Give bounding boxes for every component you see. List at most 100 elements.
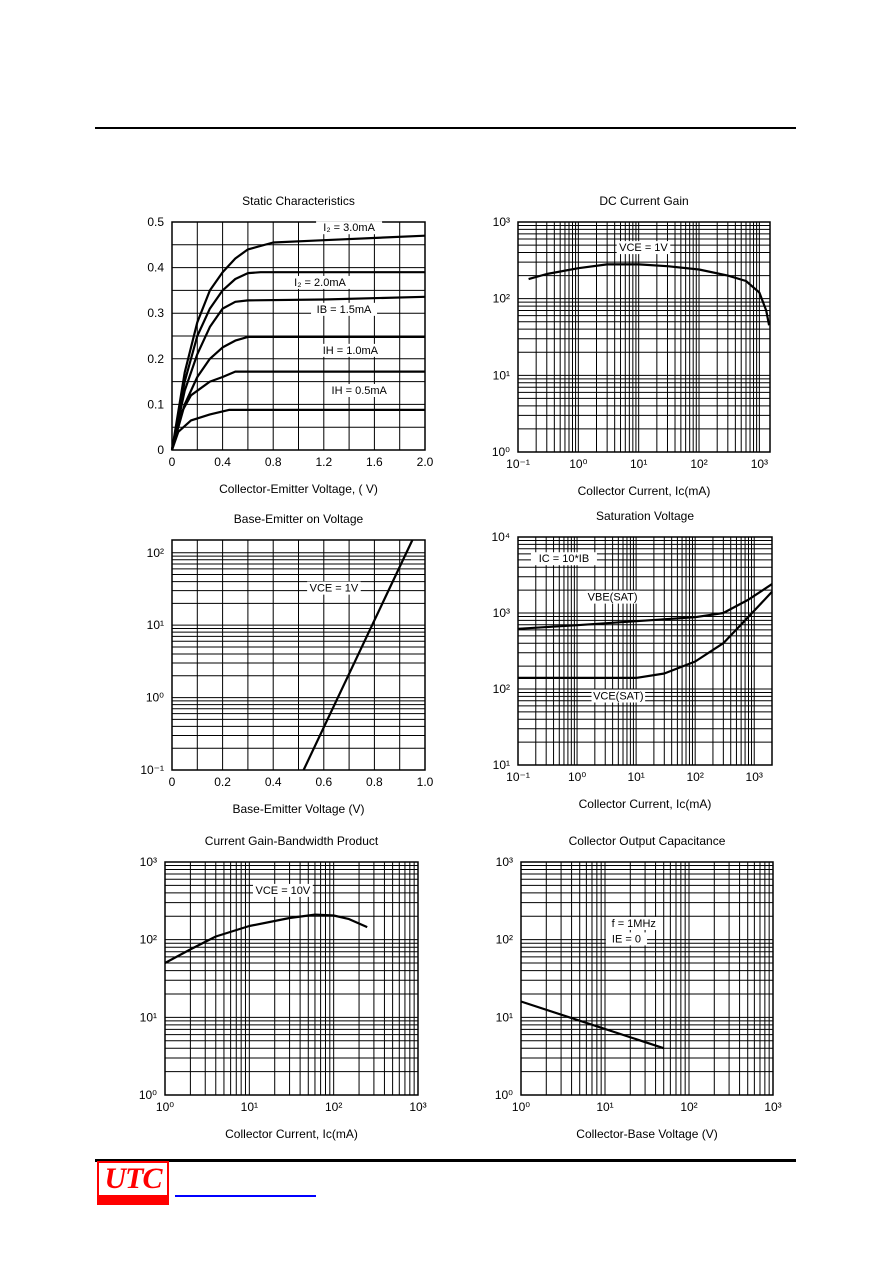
series-line-1 (170, 271, 425, 451)
y-tick-label: 10⁻¹ (140, 763, 164, 777)
annotation-bg (316, 221, 383, 235)
x-tick-label: 10² (690, 457, 707, 471)
chart-0: I₂ = 3.0mA I₂ = 2.0mA IB = 1.5mA IH = 1.0mA… (147, 194, 433, 496)
x-tick-label: 10² (325, 1100, 342, 1114)
chart-title: Current Gain-Bandwidth Product (205, 834, 379, 848)
website-link-underline[interactable] (175, 1195, 316, 1197)
y-tick-label: 10³ (493, 215, 510, 229)
annotation-bg (591, 689, 646, 703)
plot-frame (171, 539, 426, 771)
y-tick-label: 10⁴ (491, 530, 510, 544)
y-tick-label: 0.5 (147, 215, 164, 229)
annotation-label: IH = 0.5mA (332, 385, 388, 397)
annotation-bg (605, 932, 648, 946)
annotation-label: VCE = 1V (619, 242, 668, 254)
series-line-0 (520, 1000, 665, 1050)
y-tick-label: 10³ (493, 606, 510, 620)
series-line-0 (164, 913, 368, 964)
chart-title: Saturation Voltage (596, 509, 694, 523)
annotation-bg (585, 590, 640, 604)
y-tick-label: 0.2 (147, 352, 164, 366)
annotation-bg (606, 916, 661, 930)
annotation-label: VBE(SAT) (588, 592, 638, 604)
annotation-bg (616, 241, 671, 255)
annotation-label: VCE(SAT) (593, 690, 644, 702)
annotation-label: I₂ = 2.0mA (294, 277, 346, 289)
annotation-label: IH = 1.0mA (323, 345, 379, 357)
x-tick-label: 10⁻¹ (506, 457, 530, 471)
y-tick-label: 0.1 (147, 397, 164, 411)
annotation-bg (287, 275, 354, 289)
y-tick-label: 10⁰ (139, 1088, 157, 1102)
x-tick-label: 0 (169, 775, 176, 789)
x-tick-label: 1.0 (417, 775, 434, 789)
series-line-0 (528, 263, 771, 326)
annotation-bg (326, 384, 393, 397)
x-tick-label: 0 (169, 455, 176, 469)
y-tick-label: 10² (496, 933, 513, 947)
y-tick-label: 0 (157, 443, 164, 457)
x-tick-label: 1.6 (366, 455, 383, 469)
x-tick-label: 1.2 (315, 455, 332, 469)
x-axis-label: Collector Current, Ic(mA) (579, 797, 712, 811)
footer-rule (95, 1159, 796, 1162)
series-line-0 (517, 583, 773, 630)
plot-frame (164, 861, 419, 1096)
chart-title: Collector Output Capacitance (569, 834, 726, 848)
x-tick-label: 10³ (751, 457, 768, 471)
y-tick-label: 10⁰ (495, 1088, 513, 1102)
x-axis-label: Collector Current, Ic(mA) (225, 1127, 358, 1141)
y-tick-label: 10² (493, 292, 510, 306)
x-tick-label: 10² (680, 1100, 697, 1114)
chart-3: IC = 10*IB VBE(SAT) VCE(SAT) 10⁻¹ 10⁰ 10¹ 10² 1… (491, 509, 773, 811)
x-tick-label: 0.6 (315, 775, 332, 789)
chart-title: DC Current Gain (599, 194, 688, 208)
y-tick-label: 10³ (496, 855, 513, 869)
x-tick-label: 10¹ (241, 1100, 258, 1114)
chart-5: f = 1MHz IE = 0 10⁰ 10¹ 10² 10³ 10⁰ 10¹ 10² 10³ Co… (495, 834, 782, 1141)
plot-frame (520, 861, 774, 1096)
x-tick-label: 10⁰ (568, 770, 586, 784)
x-tick-label: 0.2 (214, 775, 231, 789)
y-tick-label: 0.3 (147, 306, 164, 320)
utc-logo: UTC (97, 1161, 169, 1205)
annotation-label: I₂ = 3.0mA (323, 222, 375, 234)
chart-title: Static Characteristics (242, 194, 355, 208)
y-tick-label: 10² (140, 933, 157, 947)
annotation-label: VCE = 10V (256, 885, 311, 897)
annotation-label: VCE = 1V (310, 583, 359, 595)
y-tick-label: 10² (147, 546, 164, 560)
y-tick-label: 10² (493, 682, 510, 696)
chart-4: VCE = 10V 10⁰ 10¹ 10² 10³ 10⁰ 10¹ 10² 10³ Current… (139, 834, 427, 1141)
series-line-2 (170, 295, 426, 451)
chart-2: VCE = 1V 0 0.2 0.4 0.6 0.8 1.0 10⁻¹ 10⁰ 10¹ 10² Bas… (140, 512, 433, 816)
utc-logo-text: UTC (99, 1163, 167, 1195)
x-axis-label: Base-Emitter Voltage (V) (232, 802, 364, 816)
series-line-0 (170, 234, 426, 451)
series-line-4 (170, 370, 425, 451)
x-tick-label: 10⁰ (569, 457, 587, 471)
y-tick-label: 10⁰ (146, 691, 164, 705)
x-tick-label: 0.8 (366, 775, 383, 789)
annotation-label: IE = 0 (612, 933, 641, 945)
y-tick-label: 0.4 (147, 261, 164, 275)
x-tick-label: 10⁻¹ (506, 770, 530, 784)
x-tick-label: 10¹ (630, 457, 647, 471)
annotation-bg (317, 343, 384, 357)
annotation-bg (311, 302, 378, 316)
x-tick-label: 10³ (409, 1100, 426, 1114)
series-line-3 (170, 335, 425, 451)
y-tick-label: 10¹ (493, 758, 510, 772)
y-tick-label: 10¹ (493, 368, 510, 382)
y-tick-label: 10¹ (140, 1010, 157, 1024)
y-tick-label: 10⁰ (492, 445, 510, 459)
plot-frame (517, 221, 771, 453)
series-line-1 (518, 591, 773, 679)
y-tick-label: 10³ (140, 855, 157, 869)
x-tick-label: 10⁰ (512, 1100, 530, 1114)
annotation-bg (307, 581, 361, 595)
annotation-label: f = 1MHz (612, 918, 656, 930)
x-tick-label: 0.4 (214, 455, 231, 469)
